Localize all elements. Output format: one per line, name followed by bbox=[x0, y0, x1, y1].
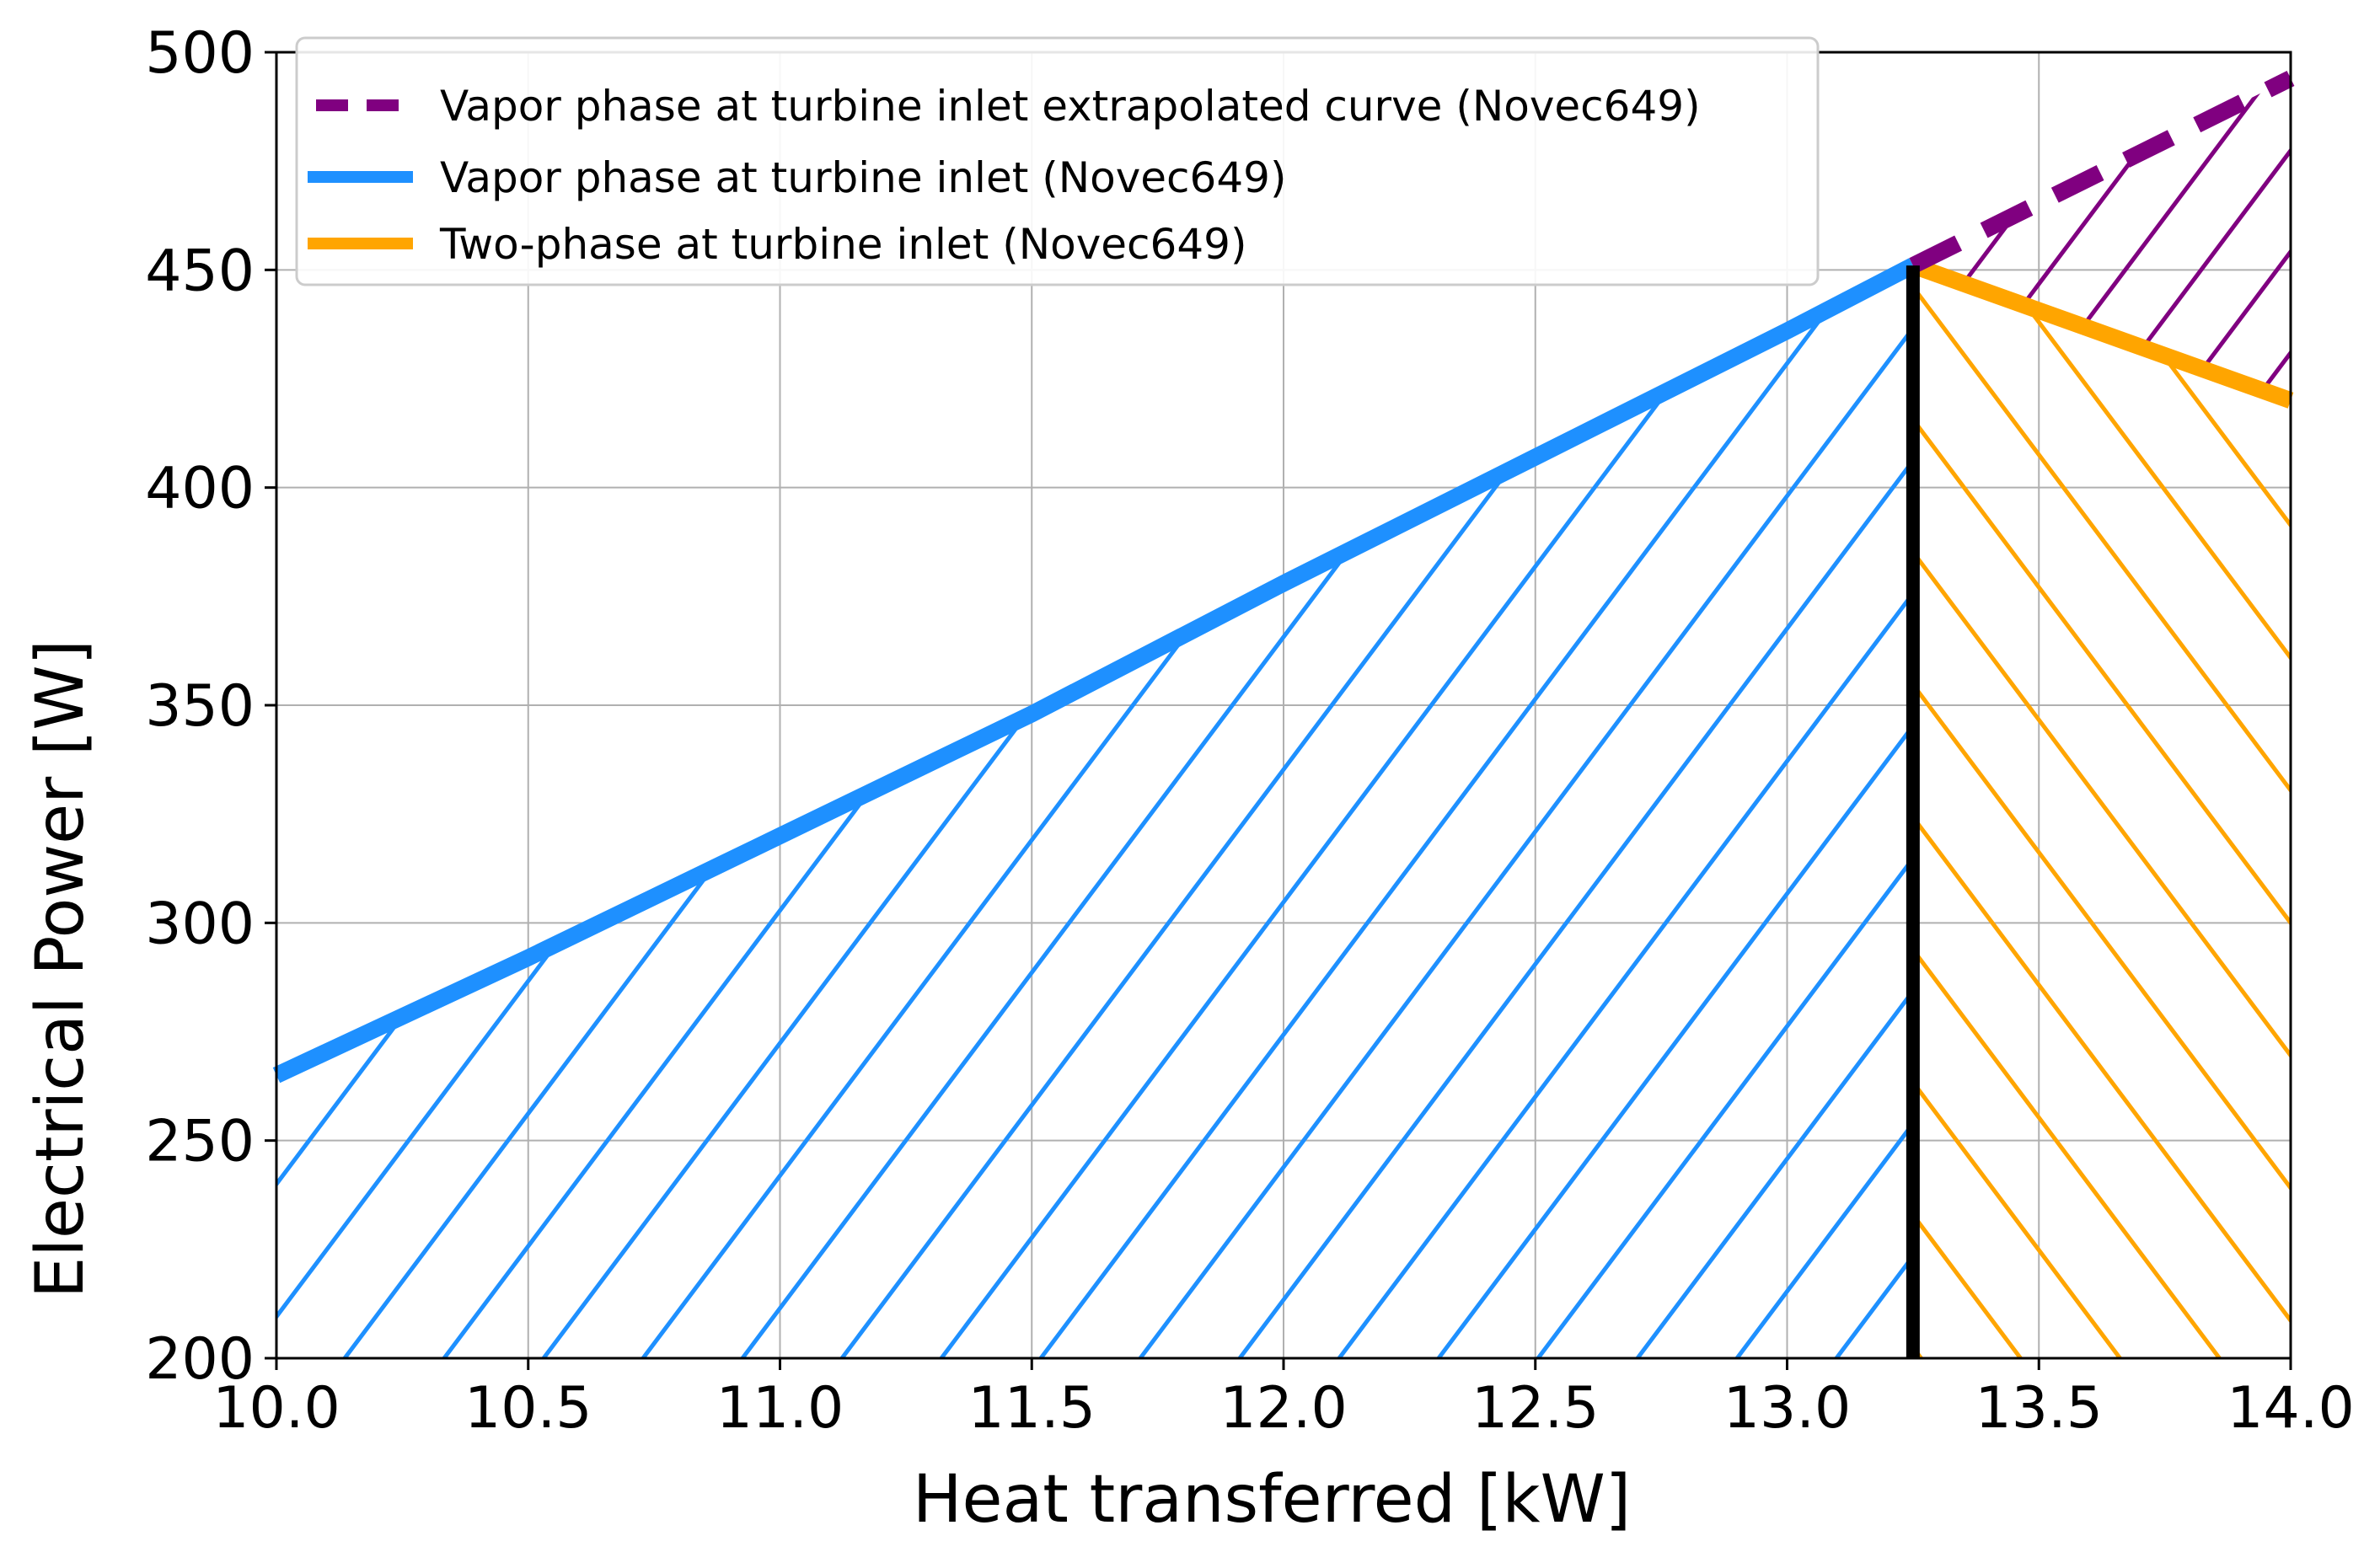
vapor-phase-region-hatch-line bbox=[678, 265, 1788, 1359]
two-phase-region-hatch-line bbox=[1912, 265, 2291, 1359]
vapor-phase-region-hatch-line bbox=[1672, 265, 1913, 1359]
two-phase-region-hatch-line bbox=[1912, 265, 2291, 1359]
extrapolated-gap-region-hatch-line bbox=[1912, 78, 2291, 401]
x-axis-label: Heat transferred [kW] bbox=[913, 1462, 1631, 1538]
x-tick-label: 11.0 bbox=[716, 1375, 844, 1442]
y-tick-label: 400 bbox=[145, 456, 255, 522]
y-tick-label: 300 bbox=[145, 891, 255, 957]
extrapolated-gap-region-hatch-line bbox=[1912, 78, 2291, 401]
y-axis-label: Electrical Power [W] bbox=[23, 640, 99, 1298]
vapor-phase-region-hatch-line bbox=[1473, 265, 1913, 1359]
vapor-phase-region-hatch-line bbox=[1274, 265, 1913, 1359]
y-tick-label: 500 bbox=[145, 20, 255, 87]
vapor-phase-region-hatch-line bbox=[1374, 265, 1913, 1359]
vapor-phase-region-hatch-line bbox=[1573, 265, 1913, 1359]
legend-label-vapor: Vapor phase at turbine inlet (Novec649) bbox=[440, 153, 1287, 202]
y-tick-label: 250 bbox=[145, 1109, 255, 1175]
series-line-vapor bbox=[272, 258, 1917, 1084]
extrapolated-gap-region-hatch-line bbox=[0, 0, 1, 1442]
extrapolated-gap-region-hatch-line bbox=[1912, 78, 2291, 401]
y-tick-label: 450 bbox=[145, 238, 255, 304]
vapor-phase-region-hatch-line bbox=[2171, 0, 2380, 1442]
two-phase-region-hatch-line bbox=[1912, 265, 2291, 1359]
two-phase-region-hatch-line bbox=[2370, 0, 2380, 1442]
extrapolated-gap-region-hatch-line bbox=[2078, 78, 2291, 401]
extrapolated-gap-region-hatch-line bbox=[2154, 78, 2291, 401]
x-tick-label: 10.0 bbox=[212, 1375, 340, 1442]
x-tick-label: 13.5 bbox=[1975, 1375, 2103, 1442]
x-tick-label: 10.5 bbox=[464, 1375, 592, 1442]
extrapolated-gap-region-hatch-line bbox=[2230, 78, 2291, 401]
y-tick-label: 200 bbox=[145, 1326, 255, 1393]
extrapolated-gap-region-hatch-line bbox=[2308, 0, 2380, 1442]
vapor-phase-region-hatch-line bbox=[1175, 265, 1913, 1359]
two-phase-region-hatch-line bbox=[1912, 265, 2285, 1359]
vapor-phase-region-hatch-line bbox=[1871, 265, 1913, 1359]
two-phase-region-hatch-line bbox=[1912, 265, 2291, 1359]
series-line-two-phase bbox=[1910, 257, 2294, 409]
extrapolated-gap-region-hatch-line bbox=[2002, 78, 2291, 401]
vapor-phase-region-hatch-line bbox=[777, 265, 1887, 1359]
two-phase-region bbox=[1912, 0, 2380, 1442]
vapor-phase-region-hatch-line bbox=[1772, 265, 1913, 1359]
two-phase-region-hatch-line bbox=[1970, 265, 2291, 1359]
extrapolated-gap-region-hatch-line bbox=[1912, 78, 2278, 401]
x-tick-label: 12.0 bbox=[1219, 1375, 1347, 1442]
legend: Vapor phase at turbine inlet extrapolate… bbox=[295, 36, 1820, 286]
legend-label-extrapolated: Vapor phase at turbine inlet extrapolate… bbox=[440, 82, 1701, 131]
vapor-phase-region-hatch-line bbox=[876, 265, 1913, 1359]
x-tick-label: 12.5 bbox=[1471, 1375, 1599, 1442]
axis-ticks: 10.0 10.5 11.0 11.5 12.0 12.5 13.0 13.5 14.0 200 2… bbox=[145, 20, 2355, 1442]
x-tick-label: 13.0 bbox=[1723, 1375, 1851, 1442]
x-tick-label: 11.5 bbox=[968, 1375, 1096, 1442]
two-phase-region-hatch-line bbox=[1912, 265, 2291, 1359]
vapor-phase-region-hatch-line bbox=[1075, 265, 1913, 1359]
series-lines bbox=[272, 71, 2295, 1358]
vapor-phase-region-hatch-line bbox=[1972, 0, 2380, 1442]
vapor-phase-region-hatch-line bbox=[578, 265, 1688, 1359]
two-phase-region-hatch-line bbox=[1912, 265, 2291, 1359]
vapor-phase-region-hatch-line bbox=[976, 265, 1913, 1359]
legend-box bbox=[295, 36, 1820, 286]
y-tick-label: 350 bbox=[145, 673, 255, 740]
two-phase-region-hatch-line bbox=[1912, 265, 2291, 1359]
legend-label-two-phase: Two-phase at turbine inlet (Novec649) bbox=[439, 220, 1246, 269]
series-line-extrapolated bbox=[1909, 71, 2295, 274]
two-phase-region-hatch-line bbox=[2269, 265, 2291, 1359]
two-phase-region-hatch-line bbox=[2169, 265, 2291, 1359]
x-tick-label: 14.0 bbox=[2227, 1375, 2354, 1442]
vapor-phase-region-hatch-line bbox=[2270, 0, 2380, 1442]
vapor-phase-region-hatch-line bbox=[2370, 0, 2380, 1442]
two-phase-region-hatch-line bbox=[1912, 265, 2185, 1359]
